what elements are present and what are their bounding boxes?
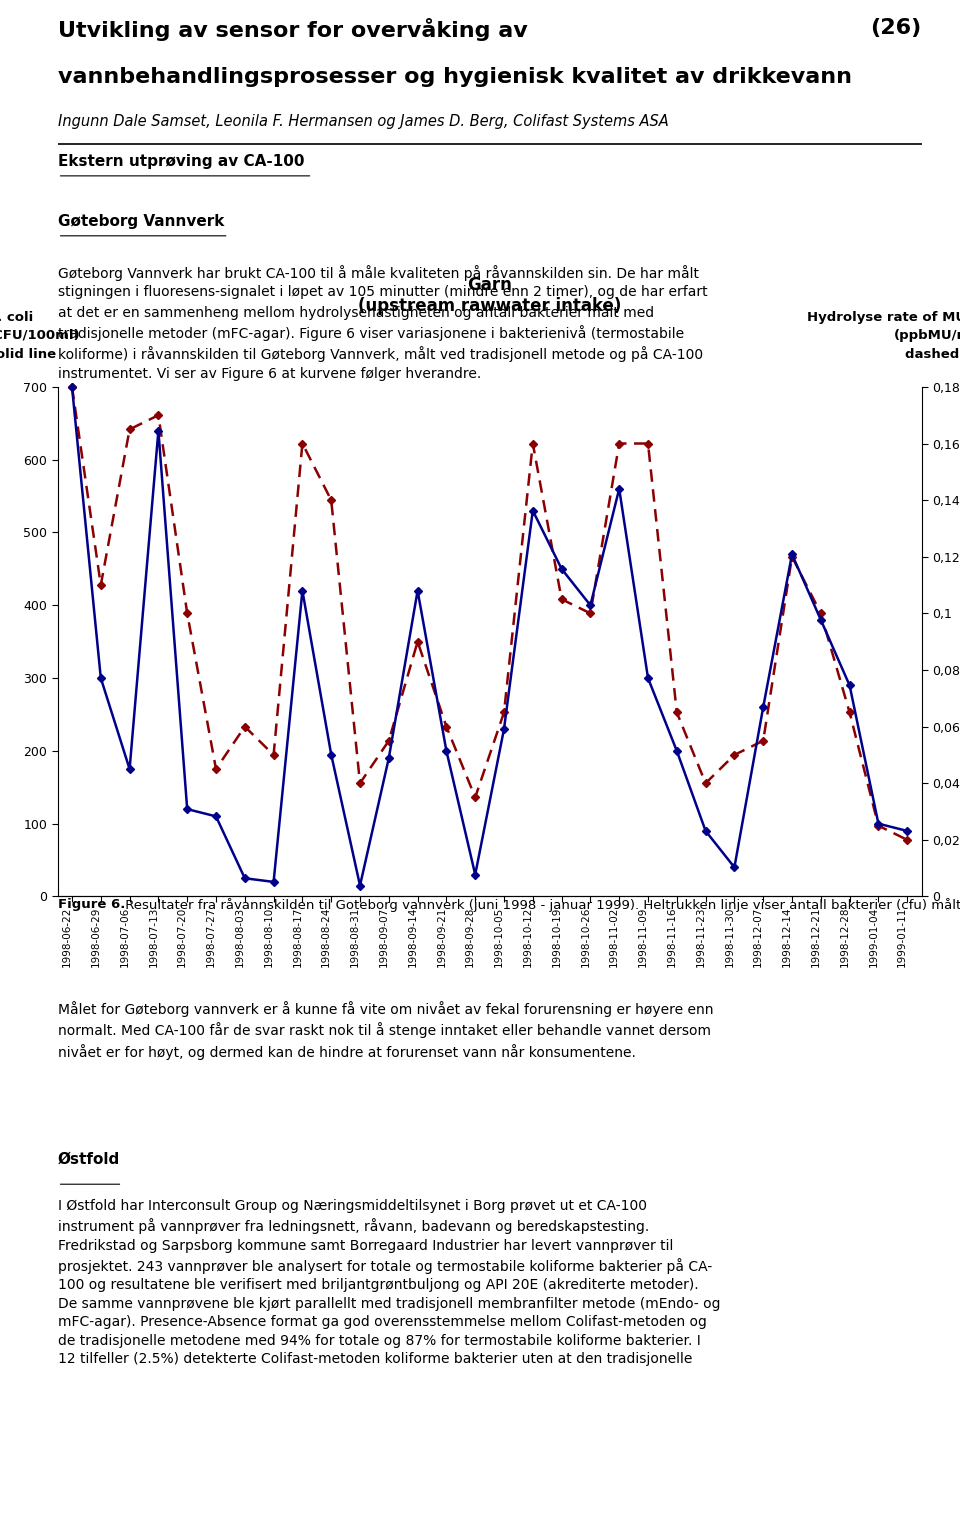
Text: I Østfold har Interconsult Group og Næringsmiddeltilsynet i Borg prøvet ut et CA: I Østfold har Interconsult Group og Næri… — [58, 1200, 720, 1365]
Text: Gøteborg Vannverk har brukt CA-100 til å måle kvaliteten på råvannskilden sin. D: Gøteborg Vannverk har brukt CA-100 til å… — [58, 264, 708, 381]
Text: Østfold: Østfold — [58, 1151, 120, 1167]
Text: (CFU/100ml): (CFU/100ml) — [0, 329, 81, 341]
Text: (26): (26) — [871, 18, 922, 38]
Text: Ekstern utprøving av CA-100: Ekstern utprøving av CA-100 — [58, 155, 304, 170]
Text: Gøteborg Vannverk: Gøteborg Vannverk — [58, 214, 224, 229]
Text: Utvikling av sensor for overvåking av: Utvikling av sensor for overvåking av — [58, 18, 527, 41]
Text: Målet for Gøteborg vannverk er å kunne få vite om nivået av fekal forurensning e: Målet for Gøteborg vannverk er å kunne f… — [58, 1001, 713, 1059]
Text: Figure 6.: Figure 6. — [58, 898, 125, 912]
Text: Ingunn Dale Samset, Leonila F. Hermansen og James D. Berg, Colifast Systems ASA: Ingunn Dale Samset, Leonila F. Hermansen… — [58, 114, 668, 129]
Text: E. coli: E. coli — [0, 311, 34, 323]
Text: Hydrolyse rate of MUGal: Hydrolyse rate of MUGal — [807, 311, 960, 323]
Text: (ppbMU/min): (ppbMU/min) — [894, 329, 960, 341]
Text: dashed line: dashed line — [904, 347, 960, 361]
Title: Garn
(upstream rawwater intake): Garn (upstream rawwater intake) — [358, 276, 621, 314]
Text: solid line: solid line — [0, 347, 57, 361]
Text: Resultater fra råvannskilden til Goteborg vannverk (juni 1998 - januar 1999). He: Resultater fra råvannskilden til Gotebor… — [121, 898, 960, 912]
Text: vannbehandlingsprosesser og hygienisk kvalitet av drikkevann: vannbehandlingsprosesser og hygienisk kv… — [58, 67, 852, 88]
